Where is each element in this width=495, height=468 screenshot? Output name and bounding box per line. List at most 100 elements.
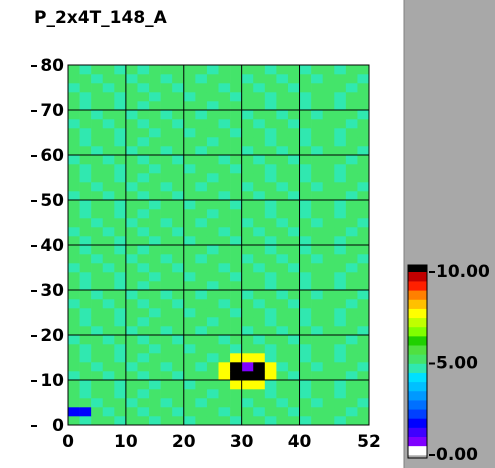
colorbar-segment [408, 363, 427, 373]
cell [334, 254, 347, 264]
cell [125, 92, 138, 102]
cell [299, 371, 312, 381]
cell [253, 227, 266, 237]
cell [241, 326, 254, 336]
cell [287, 398, 300, 408]
cell [322, 308, 335, 318]
cell [218, 335, 231, 345]
cell [149, 119, 161, 129]
cell [195, 281, 208, 291]
cell [160, 371, 173, 381]
cell [264, 236, 277, 246]
cell [276, 164, 289, 174]
cell [311, 263, 323, 273]
cell [241, 83, 254, 93]
cell [160, 182, 173, 192]
cell [125, 299, 138, 309]
cell [137, 353, 150, 363]
cell [299, 218, 312, 228]
cell [299, 191, 312, 201]
cell [206, 263, 219, 273]
cell [137, 344, 150, 354]
cell [172, 416, 185, 426]
cell [91, 227, 104, 237]
cell [114, 245, 127, 255]
cell [137, 191, 150, 201]
cell [91, 128, 104, 138]
cell [345, 380, 358, 390]
cell [125, 317, 138, 327]
cell [149, 362, 161, 372]
cell [334, 191, 347, 201]
cell [195, 362, 208, 372]
cell [264, 65, 277, 75]
cell [357, 290, 370, 300]
cell [137, 263, 150, 273]
cell [299, 65, 312, 75]
cell [218, 407, 231, 417]
cell [264, 101, 277, 111]
cell [311, 74, 323, 84]
cell [345, 65, 358, 75]
cell [125, 182, 138, 192]
cell [114, 281, 127, 291]
cell [334, 308, 347, 318]
cell [299, 173, 312, 183]
colorbar-label: 10.00 [436, 262, 490, 282]
cell [218, 398, 231, 408]
cell [79, 200, 92, 210]
cell [68, 209, 80, 219]
cell [137, 119, 150, 129]
cell [345, 290, 358, 300]
cell [230, 110, 242, 120]
cell [357, 353, 370, 363]
cell [322, 92, 335, 102]
cell [299, 209, 312, 219]
cell [125, 173, 138, 183]
cell [91, 281, 104, 291]
cell [230, 389, 242, 399]
cell [241, 164, 254, 174]
cell [172, 335, 185, 345]
cell [114, 353, 127, 363]
cell [253, 164, 266, 174]
cell [287, 380, 300, 390]
cell [253, 218, 266, 228]
cell [299, 326, 312, 336]
cell [276, 281, 289, 291]
cell [299, 407, 312, 417]
cell [322, 209, 335, 219]
cell [183, 155, 196, 165]
cell [264, 335, 277, 345]
cell [287, 227, 300, 237]
cell [334, 290, 347, 300]
cell [345, 209, 358, 219]
cell [160, 353, 173, 363]
cell [149, 335, 161, 345]
cell [195, 128, 208, 138]
cell [357, 191, 370, 201]
cell [195, 290, 208, 300]
cell [79, 173, 92, 183]
cell [287, 353, 300, 363]
cell [241, 281, 254, 291]
cell [299, 137, 312, 147]
cell [253, 398, 266, 408]
cell [102, 290, 115, 300]
cell [102, 92, 115, 102]
cell [230, 245, 242, 255]
cell [114, 344, 127, 354]
cell [334, 209, 347, 219]
cell [149, 209, 161, 219]
cell [299, 119, 312, 129]
cell [125, 326, 138, 336]
cell [172, 164, 185, 174]
cell [276, 227, 289, 237]
cell [345, 416, 358, 426]
cell [322, 173, 335, 183]
colorbar-segment [408, 400, 427, 410]
cell [334, 326, 347, 336]
cell [172, 191, 185, 201]
cell [334, 299, 347, 309]
